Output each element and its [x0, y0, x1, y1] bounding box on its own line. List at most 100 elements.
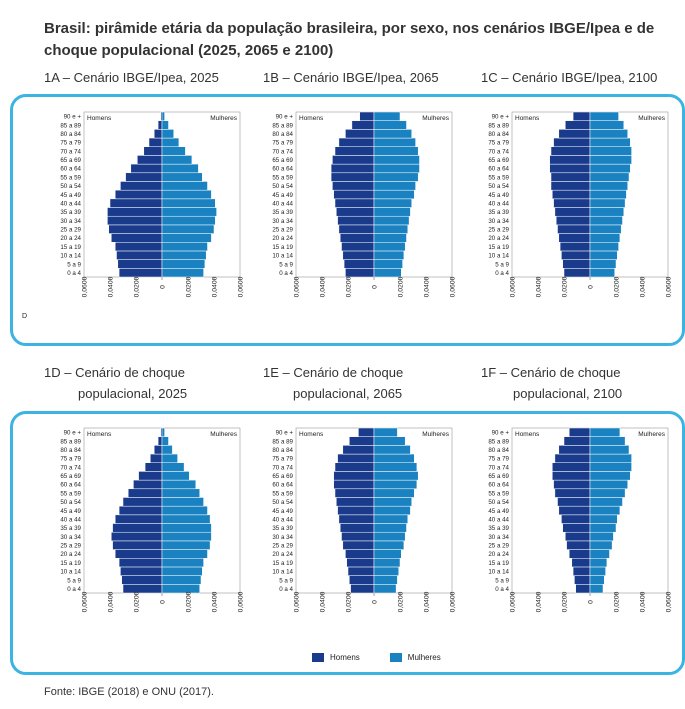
age-label: 70 a 74	[60, 148, 81, 155]
bar-men	[334, 488, 375, 498]
inner-label-women: Mulheres	[638, 115, 665, 122]
bar-women	[161, 523, 212, 533]
bar-men	[346, 558, 375, 568]
bar-women	[373, 215, 410, 226]
bar-men	[553, 137, 591, 147]
bar-women	[589, 531, 614, 542]
x-tick-label: 0	[588, 285, 595, 289]
bar-women	[373, 163, 420, 174]
bar-men	[566, 540, 591, 550]
bar-women	[373, 120, 407, 130]
inner-label-women: Mulheres	[422, 115, 449, 122]
bar-men	[554, 453, 591, 463]
x-tick-label: 0,0200	[346, 276, 353, 297]
bar-men	[558, 129, 591, 139]
subtitle-1e: 1E – Cenário de choque populacional, 206…	[263, 362, 403, 404]
age-label: 65 a 69	[488, 157, 509, 164]
age-label: 50 a 54	[488, 499, 509, 506]
age-label: 25 a 29	[272, 227, 293, 234]
age-label: 80 a 84	[60, 131, 81, 138]
age-label: 75 a 79	[488, 140, 509, 147]
bar-men	[334, 462, 375, 472]
bar-men	[568, 549, 591, 559]
x-tick-label: 0,0600	[238, 276, 245, 297]
age-label: 10 a 14	[60, 253, 81, 260]
x-tick-label: 0,0400	[536, 591, 543, 612]
bar-women	[161, 514, 211, 524]
bar-women	[161, 531, 212, 542]
subtitle-1d: 1D – Cenário de choque populacional, 202…	[44, 362, 187, 404]
bar-women	[589, 146, 632, 156]
bar-men	[345, 549, 375, 559]
bar-women	[373, 479, 418, 490]
x-tick-label: 0,0200	[186, 276, 193, 297]
bar-men	[347, 566, 375, 576]
bar-men	[153, 129, 163, 139]
age-label: 70 a 74	[60, 464, 81, 471]
bar-men	[338, 137, 375, 147]
bar-men	[552, 189, 591, 200]
inner-label-men: Homens	[87, 115, 112, 122]
age-label: 35 a 39	[60, 209, 81, 216]
age-label: 15 a 19	[60, 560, 81, 567]
legend-swatch-women	[389, 653, 402, 662]
x-tick-label: 0,0200	[562, 276, 569, 297]
x-tick-label: 0,0600	[82, 591, 89, 612]
bar-women	[589, 497, 623, 507]
age-label: 70 a 74	[488, 464, 509, 471]
age-label: 90 e +	[64, 114, 82, 121]
bar-women	[161, 584, 200, 594]
bar-men	[342, 540, 375, 550]
bar-women	[589, 181, 628, 191]
bar-men	[117, 259, 163, 269]
age-label: 75 a 79	[272, 456, 293, 463]
bar-women	[589, 250, 618, 260]
bar-women	[161, 129, 174, 139]
inner-label-men: Homens	[515, 115, 540, 122]
age-label: 55 a 59	[488, 490, 509, 497]
age-label: 85 a 89	[488, 122, 509, 129]
bar-men	[562, 259, 591, 269]
bar-men	[563, 268, 591, 278]
bar-men	[332, 155, 375, 165]
bar-men	[112, 540, 163, 550]
age-label: 0 a 4	[279, 270, 293, 277]
bar-women	[373, 505, 411, 516]
bar-women	[161, 155, 193, 165]
age-label: 20 a 24	[488, 551, 509, 558]
bar-men	[114, 242, 163, 252]
subtitle-1e-line2: populacional, 2065	[293, 386, 403, 401]
age-label: 90 e +	[492, 430, 510, 437]
bar-women	[373, 462, 418, 472]
bar-women	[161, 146, 186, 156]
age-label: 0 a 4	[495, 270, 509, 277]
bar-men	[341, 242, 375, 252]
bar-men	[557, 497, 591, 507]
bar-women	[373, 471, 419, 481]
age-label: 65 a 69	[272, 157, 293, 164]
x-tick-label: 0,0200	[398, 591, 405, 612]
subtitle-1c: 1C – Cenário IBGE/Ipea, 2100	[481, 70, 658, 85]
bar-women	[373, 172, 419, 182]
bar-women	[161, 137, 180, 147]
age-label: 5 a 9	[495, 577, 509, 584]
inner-label-women: Mulheres	[210, 115, 237, 122]
bar-women	[161, 462, 185, 472]
age-label: 15 a 19	[272, 244, 293, 251]
bar-women	[589, 453, 632, 463]
bar-men	[107, 215, 163, 226]
bar-women	[373, 575, 398, 585]
bar-men	[332, 181, 375, 191]
age-label: 50 a 54	[60, 183, 81, 190]
bar-men	[133, 479, 163, 490]
age-label: 80 a 84	[272, 447, 293, 454]
age-label: 60 a 64	[488, 166, 509, 173]
bar-women	[161, 575, 202, 585]
bar-women	[589, 427, 621, 437]
bar-men	[107, 207, 163, 217]
bar-women	[373, 242, 406, 252]
age-label: 85 a 89	[60, 438, 81, 445]
bar-men	[561, 514, 591, 524]
age-label: 55 a 59	[272, 174, 293, 181]
bar-women	[589, 224, 622, 234]
